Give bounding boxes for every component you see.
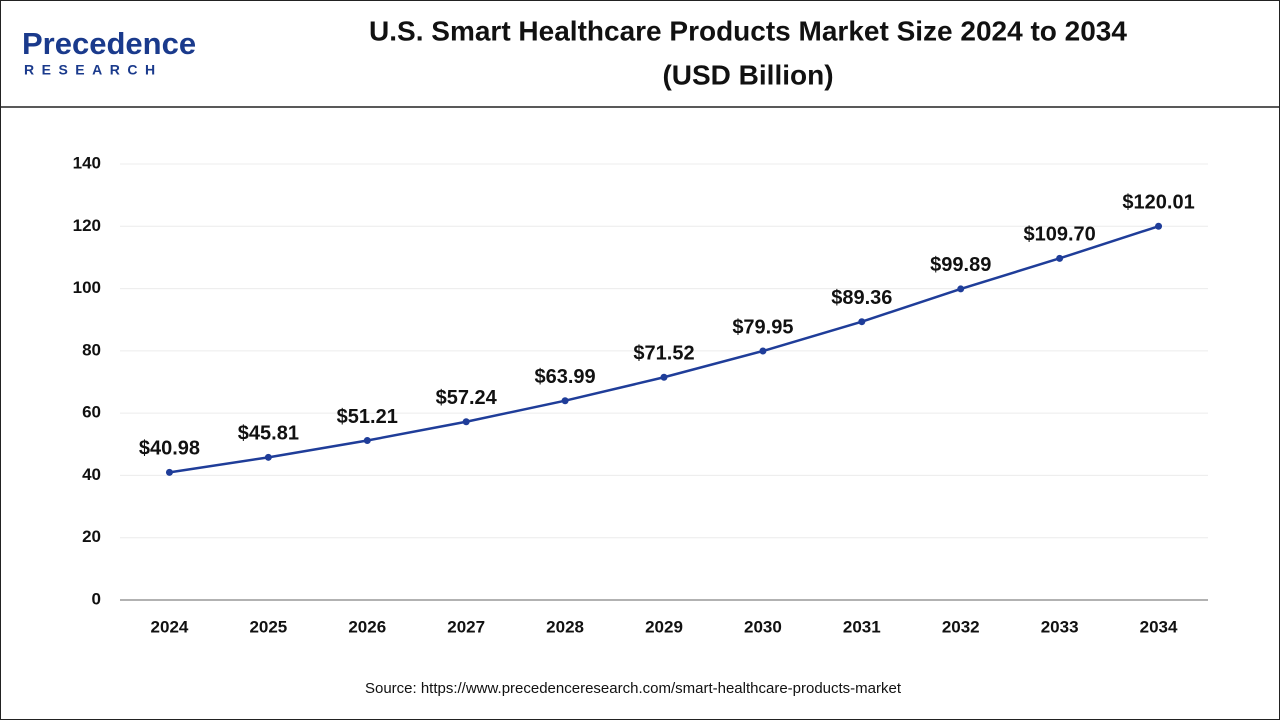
value-label: $63.99 — [535, 366, 596, 388]
value-label: $120.01 — [1122, 192, 1194, 214]
value-label: $89.36 — [831, 287, 892, 309]
point — [1056, 254, 1064, 262]
y-tick-label: 100 — [73, 278, 101, 297]
y-tick-label: 40 — [82, 465, 101, 484]
point — [363, 437, 371, 445]
x-tick-label: 2034 — [1140, 617, 1178, 636]
y-tick-label: 80 — [82, 340, 101, 359]
y-tick-label: 120 — [73, 216, 101, 235]
point — [660, 373, 668, 381]
x-tick-label: 2024 — [151, 617, 189, 636]
logo-brand: Precedence — [22, 26, 196, 61]
point — [165, 468, 173, 476]
logo-tagline: RESEARCH — [24, 62, 163, 78]
value-label: $57.24 — [436, 387, 498, 409]
value-label: $40.98 — [139, 438, 200, 460]
point — [759, 347, 767, 355]
value-label: $71.52 — [633, 343, 694, 365]
point — [264, 453, 272, 461]
y-tick-label: 140 — [73, 153, 101, 172]
point — [1155, 222, 1163, 230]
value-label: $51.21 — [337, 406, 398, 428]
chart-title: U.S. Smart Healthcare Products Market Si… — [369, 15, 1127, 46]
value-label: $79.95 — [732, 316, 793, 338]
point — [957, 285, 965, 293]
x-tick-label: 2031 — [843, 617, 881, 636]
x-tick-label: 2033 — [1041, 617, 1079, 636]
chart-title: (USD Billion) — [662, 59, 833, 90]
point — [462, 418, 470, 426]
value-label: $109.70 — [1023, 224, 1095, 246]
value-label: $99.89 — [930, 254, 991, 276]
x-tick-label: 2030 — [744, 617, 782, 636]
x-tick-label: 2027 — [447, 617, 485, 636]
x-tick-label: 2026 — [348, 617, 386, 636]
y-tick-label: 60 — [82, 403, 101, 422]
y-tick-label: 20 — [82, 527, 101, 546]
value-label: $45.81 — [238, 423, 299, 445]
x-tick-label: 2032 — [942, 617, 980, 636]
x-tick-label: 2025 — [249, 617, 287, 636]
x-tick-label: 2028 — [546, 617, 584, 636]
x-tick-label: 2029 — [645, 617, 683, 636]
point — [561, 397, 569, 405]
point — [858, 318, 866, 326]
source: Source: https://www.precedenceresearch.c… — [365, 680, 902, 697]
y-tick-label: 0 — [92, 589, 101, 608]
